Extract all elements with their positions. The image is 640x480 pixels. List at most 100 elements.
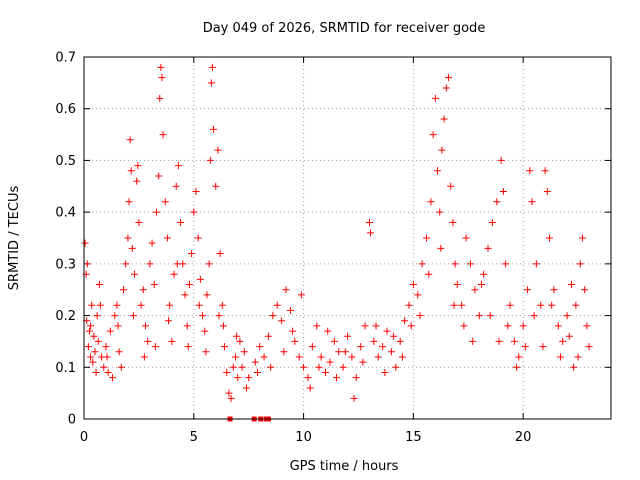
data-point — [185, 281, 193, 289]
data-point — [117, 363, 125, 371]
x-tick-label: 0 — [80, 430, 88, 445]
data-point — [139, 286, 147, 294]
data-point — [515, 353, 523, 361]
data-point — [462, 234, 470, 242]
data-point — [215, 312, 223, 320]
data-point — [103, 353, 111, 361]
data-point — [264, 332, 272, 340]
data-point — [297, 291, 305, 299]
data-point — [304, 374, 312, 382]
data-point — [543, 187, 551, 195]
data-point — [477, 281, 485, 289]
data-point — [174, 162, 182, 170]
data-point — [436, 208, 444, 216]
data-point — [184, 343, 192, 351]
data-point — [398, 353, 406, 361]
data-point — [409, 281, 417, 289]
data-point — [242, 384, 250, 392]
data-point — [214, 146, 222, 154]
data-point — [326, 358, 334, 366]
data-point — [546, 234, 554, 242]
x-axis: 0 5 10 15 20 — [80, 57, 531, 445]
data-point — [578, 234, 586, 242]
data-point — [159, 131, 167, 139]
data-point — [124, 234, 132, 242]
data-point — [352, 374, 360, 382]
data-point — [390, 332, 398, 340]
data-point — [134, 162, 142, 170]
data-point — [83, 260, 91, 268]
data-point — [212, 182, 220, 190]
data-point — [359, 358, 367, 366]
data-point — [499, 187, 507, 195]
data-point — [205, 260, 213, 268]
data-point — [137, 301, 145, 309]
data-point — [537, 301, 545, 309]
data-point — [438, 146, 446, 154]
data-point — [471, 286, 479, 294]
data-point — [236, 337, 244, 345]
data-point — [392, 363, 400, 371]
data-point — [379, 343, 387, 351]
data-point — [449, 218, 457, 226]
data-point — [93, 312, 101, 320]
data-point — [203, 291, 211, 299]
data-point — [96, 301, 104, 309]
data-point — [172, 182, 180, 190]
data-point — [495, 337, 503, 345]
data-point — [554, 322, 562, 330]
data-point — [95, 281, 103, 289]
data-point — [407, 322, 415, 330]
data-point — [480, 270, 488, 278]
data-point — [361, 322, 369, 330]
data-point — [484, 244, 492, 252]
x-axis-label: GPS time / hours — [290, 459, 399, 474]
data-point — [183, 322, 191, 330]
data-point — [330, 337, 338, 345]
data-point — [367, 229, 375, 237]
data-point — [245, 374, 253, 382]
data-point — [313, 322, 321, 330]
data-point — [202, 348, 210, 356]
data-point — [140, 353, 148, 361]
data-point — [233, 332, 241, 340]
data-point — [335, 348, 343, 356]
data-point — [289, 327, 297, 335]
data-point — [229, 363, 237, 371]
data-point — [102, 343, 110, 351]
data-point — [114, 322, 122, 330]
data-point — [286, 306, 294, 314]
data-point — [486, 312, 494, 320]
data-point — [89, 358, 97, 366]
y-tick-label: 0.2 — [55, 309, 76, 324]
data-point — [146, 260, 154, 268]
data-point — [125, 198, 133, 206]
data-point — [225, 389, 233, 397]
grid — [84, 57, 611, 419]
data-point — [548, 301, 556, 309]
data-point — [195, 301, 203, 309]
data-point — [521, 343, 529, 351]
data-point — [383, 327, 391, 335]
data-point — [177, 218, 185, 226]
data-point — [339, 363, 347, 371]
data-point — [269, 312, 277, 320]
data-point — [282, 286, 290, 294]
data-point — [135, 218, 143, 226]
data-point — [387, 348, 395, 356]
data-point — [194, 234, 202, 242]
data-point — [437, 244, 445, 252]
data-point — [460, 322, 468, 330]
data-point — [447, 182, 455, 190]
data-point — [156, 94, 164, 102]
data-point — [84, 343, 92, 351]
data-point — [563, 312, 571, 320]
data-point — [190, 208, 198, 216]
data-point — [94, 337, 102, 345]
data-point — [87, 322, 95, 330]
data-point — [585, 343, 593, 351]
data-point — [113, 301, 121, 309]
data-point — [126, 136, 134, 144]
data-point — [510, 337, 518, 345]
